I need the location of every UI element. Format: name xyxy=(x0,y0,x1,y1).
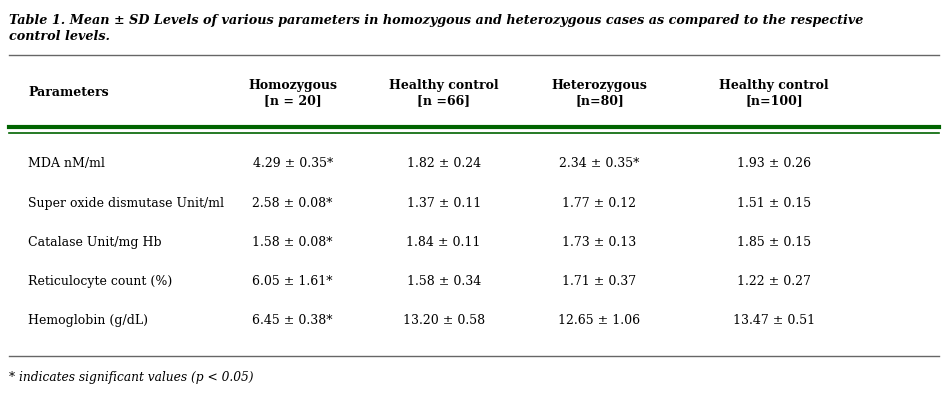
Text: 1.84 ± 0.11: 1.84 ± 0.11 xyxy=(407,236,480,249)
Text: Catalase Unit/mg Hb: Catalase Unit/mg Hb xyxy=(28,236,162,249)
Text: 12.65 ± 1.06: 12.65 ± 1.06 xyxy=(559,314,640,327)
Text: 4.29 ± 0.35*: 4.29 ± 0.35* xyxy=(252,157,333,170)
Text: control levels.: control levels. xyxy=(9,30,110,43)
Text: 1.73 ± 0.13: 1.73 ± 0.13 xyxy=(563,236,636,249)
Text: 1.93 ± 0.26: 1.93 ± 0.26 xyxy=(737,157,811,170)
Text: 1.85 ± 0.15: 1.85 ± 0.15 xyxy=(737,236,811,249)
Text: 1.37 ± 0.11: 1.37 ± 0.11 xyxy=(407,197,480,210)
Text: Reticulocyte count (%): Reticulocyte count (%) xyxy=(28,275,173,288)
Text: Hemoglobin (g/dL): Hemoglobin (g/dL) xyxy=(28,314,148,327)
Text: 1.58 ± 0.08*: 1.58 ± 0.08* xyxy=(252,236,333,249)
Text: Healthy control
[n=100]: Healthy control [n=100] xyxy=(719,79,829,107)
Text: Parameters: Parameters xyxy=(28,86,109,99)
Text: 2.58 ± 0.08*: 2.58 ± 0.08* xyxy=(252,197,333,210)
Text: 1.58 ± 0.34: 1.58 ± 0.34 xyxy=(407,275,480,288)
Text: Homozygous
[n = 20]: Homozygous [n = 20] xyxy=(248,79,337,107)
Text: MDA nM/ml: MDA nM/ml xyxy=(28,157,105,170)
Text: 6.05 ± 1.61*: 6.05 ± 1.61* xyxy=(252,275,333,288)
Text: 1.77 ± 0.12: 1.77 ± 0.12 xyxy=(563,197,636,210)
Text: * indicates significant values (p < 0.05): * indicates significant values (p < 0.05… xyxy=(9,371,254,384)
Text: Super oxide dismutase Unit/ml: Super oxide dismutase Unit/ml xyxy=(28,197,225,210)
Text: Table 1. Mean ± SD Levels of various parameters in homozygous and heterozygous c: Table 1. Mean ± SD Levels of various par… xyxy=(9,14,864,27)
Text: 1.22 ± 0.27: 1.22 ± 0.27 xyxy=(737,275,811,288)
Text: Healthy control
[n =66]: Healthy control [n =66] xyxy=(389,79,498,107)
Text: 1.71 ± 0.37: 1.71 ± 0.37 xyxy=(563,275,636,288)
Text: 1.51 ± 0.15: 1.51 ± 0.15 xyxy=(737,197,811,210)
Text: 13.47 ± 0.51: 13.47 ± 0.51 xyxy=(733,314,815,327)
Text: 6.45 ± 0.38*: 6.45 ± 0.38* xyxy=(252,314,333,327)
Text: 1.82 ± 0.24: 1.82 ± 0.24 xyxy=(407,157,480,170)
Text: 2.34 ± 0.35*: 2.34 ± 0.35* xyxy=(559,157,640,170)
Text: 13.20 ± 0.58: 13.20 ± 0.58 xyxy=(403,314,484,327)
Text: Heterozygous
[n=80]: Heterozygous [n=80] xyxy=(551,79,648,107)
